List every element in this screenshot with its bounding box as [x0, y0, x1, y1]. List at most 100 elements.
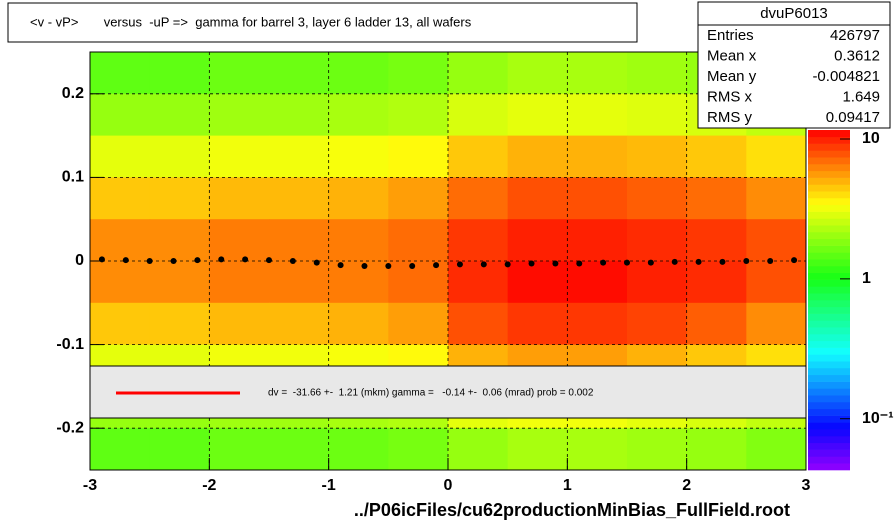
heat-cell: [567, 135, 628, 178]
colorbar-step: [808, 354, 850, 362]
colorbar-step: [808, 429, 850, 437]
heat-cell: [269, 261, 330, 304]
heat-cell: [448, 261, 509, 304]
colorbar-step: [808, 225, 850, 233]
profile-point: [743, 258, 750, 264]
title-box: [7, 2, 638, 43]
heat-cell: [627, 219, 688, 262]
stats-value: 1.649: [842, 88, 880, 105]
colorbar-step: [808, 204, 850, 212]
colorbar-step: [808, 170, 850, 178]
heat-cell: [627, 302, 688, 346]
heat-cell: [209, 135, 270, 178]
profile-point: [576, 260, 583, 267]
heat-cell: [627, 261, 688, 304]
colorbar-step: [808, 388, 850, 396]
z-tick-label: 10: [862, 130, 880, 147]
colorbar-step: [808, 286, 850, 294]
heat-cell: [567, 52, 628, 95]
colorbar-step: [808, 320, 850, 328]
colorbar-step: [808, 347, 850, 355]
heat-cell: [328, 261, 389, 304]
heat-cell: [686, 302, 747, 346]
heat-cell: [90, 177, 151, 220]
colorbar-step: [808, 198, 850, 206]
colorbar-step: [808, 368, 850, 376]
stats-title: dvuP6013: [760, 5, 828, 22]
colorbar-step: [808, 150, 850, 158]
y-tick-label: 0.1: [62, 169, 84, 186]
heat-cell: [209, 177, 270, 220]
heat-cell: [746, 219, 807, 262]
heat-cell: [388, 93, 449, 137]
heat-cell: [209, 219, 270, 262]
profile-point: [695, 258, 702, 265]
z-tick-label: 10⁻¹: [862, 410, 894, 427]
profile-point: [146, 258, 153, 264]
stats-label: RMS y: [707, 109, 753, 126]
heat-cell: [328, 428, 389, 471]
heat-cell: [269, 135, 330, 178]
heat-cell: [627, 428, 688, 471]
heat-cell: [90, 93, 151, 137]
profile-point: [385, 263, 392, 270]
heat-cell: [209, 52, 270, 95]
profile-point: [98, 256, 105, 263]
colorbar-step: [808, 266, 850, 274]
heat-cell: [269, 219, 330, 262]
colorbar-step: [808, 232, 850, 240]
heat-cell: [149, 219, 210, 262]
heat-cell: [507, 52, 568, 95]
profile-point: [504, 261, 511, 268]
heat-cell: [209, 93, 270, 137]
profile-point: [266, 257, 272, 264]
colorbar-step: [808, 177, 850, 185]
stats-value: -0.004821: [812, 68, 880, 85]
heat-cell: [746, 177, 807, 220]
stats-label: Entries: [707, 27, 754, 44]
colorbar-step: [808, 436, 850, 444]
profile-point: [624, 259, 630, 266]
colorbar-step: [808, 361, 850, 369]
heat-cell: [746, 261, 807, 304]
heat-cell: [507, 93, 568, 137]
stats-value: 426797: [830, 27, 880, 44]
heat-cell: [328, 302, 389, 346]
heat-cell: [746, 135, 807, 178]
profile-point: [433, 262, 440, 269]
heat-cell: [269, 52, 330, 95]
heat-cell: [90, 428, 151, 471]
heat-cell: [90, 135, 151, 178]
x-axis-label: ../P06icFiles/cu62productionMinBias_Full…: [354, 500, 790, 520]
heat-cell: [269, 93, 330, 137]
heat-cell: [567, 219, 628, 262]
heat-cell: [388, 177, 449, 220]
colorbar-step: [808, 381, 850, 389]
profile-point: [719, 258, 726, 265]
heat-cell: [209, 428, 270, 471]
heat-cell: [328, 219, 389, 262]
colorbar-step: [808, 306, 850, 314]
profile-point: [170, 258, 177, 264]
plot-frame: [89, 51, 807, 471]
x-tick-label: 3: [802, 477, 811, 494]
heat-cell: [448, 93, 509, 137]
x-tick-label: -2: [202, 477, 216, 494]
x-tick-label: 0: [444, 477, 453, 494]
colorbar-step: [808, 402, 850, 410]
heat-cell: [388, 261, 449, 304]
x-tick-label: 1: [563, 477, 572, 494]
colorbar-step: [808, 218, 850, 226]
heat-cell: [746, 428, 807, 471]
stats-label: Mean x: [707, 47, 757, 64]
colorbar-step: [808, 334, 850, 342]
profile-point: [552, 260, 559, 267]
heat-cell: [567, 93, 628, 137]
profile-point: [361, 263, 368, 270]
heat-cell: [686, 219, 747, 262]
y-tick-label: 0.2: [62, 85, 84, 102]
profile-point: [671, 258, 678, 265]
z-tick-label: 1: [862, 270, 871, 287]
heat-cell: [746, 302, 807, 346]
